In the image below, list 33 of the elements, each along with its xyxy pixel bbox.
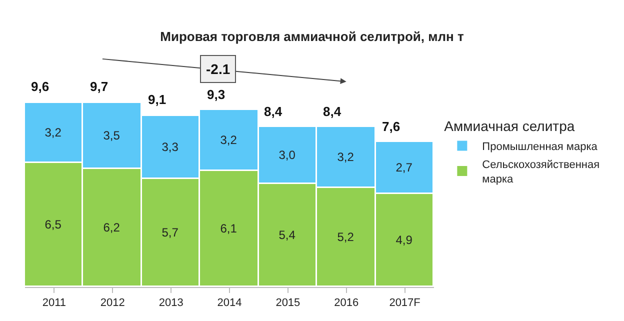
- total-label: 9,7: [90, 79, 108, 94]
- data-label: 5,7: [162, 225, 179, 240]
- legend-label: Сельскохозяйственная марка: [482, 159, 600, 186]
- text: -2.1: [206, 61, 230, 77]
- data-label: 3,3: [162, 140, 179, 154]
- total-label: 9,1: [148, 92, 166, 107]
- data-label: 4,9: [396, 232, 413, 247]
- data-label: 3,2: [337, 150, 354, 164]
- total-label: 8,4: [323, 104, 342, 119]
- data-label: 3,0: [278, 148, 296, 162]
- x-tick-label: 2013: [158, 297, 184, 310]
- total-label: 7,6: [382, 119, 400, 134]
- data-label: 5,2: [337, 230, 354, 244]
- total-label: 8,4: [264, 104, 283, 119]
- x-tick-label: 2012: [100, 297, 125, 310]
- data-label: 3,5: [103, 128, 120, 142]
- chart-title: Мировая торговля аммиачной селитрой, млн т: [160, 29, 464, 44]
- x-tick-label: 2014: [217, 297, 242, 310]
- data-label: 6,2: [103, 220, 120, 234]
- data-label: 2,7: [396, 160, 413, 174]
- total-label: 9,6: [31, 79, 50, 94]
- total-label: 9,3: [207, 87, 226, 102]
- data-label: 6,5: [44, 217, 62, 232]
- data-label: 6,1: [220, 221, 238, 236]
- data-label: 5,4: [278, 228, 296, 242]
- x-tick-label: 2011: [42, 297, 66, 310]
- data-label: 3,2: [220, 132, 238, 147]
- legend-label: Промышленная марка: [482, 140, 598, 153]
- x-tick-label: 2017F: [389, 297, 421, 310]
- x-tick-label: 2015: [276, 297, 300, 310]
- x-tick-label: 2016: [334, 297, 359, 310]
- legend-title: Аммиачная селитра: [444, 118, 575, 134]
- data-label: 3,2: [44, 125, 62, 140]
